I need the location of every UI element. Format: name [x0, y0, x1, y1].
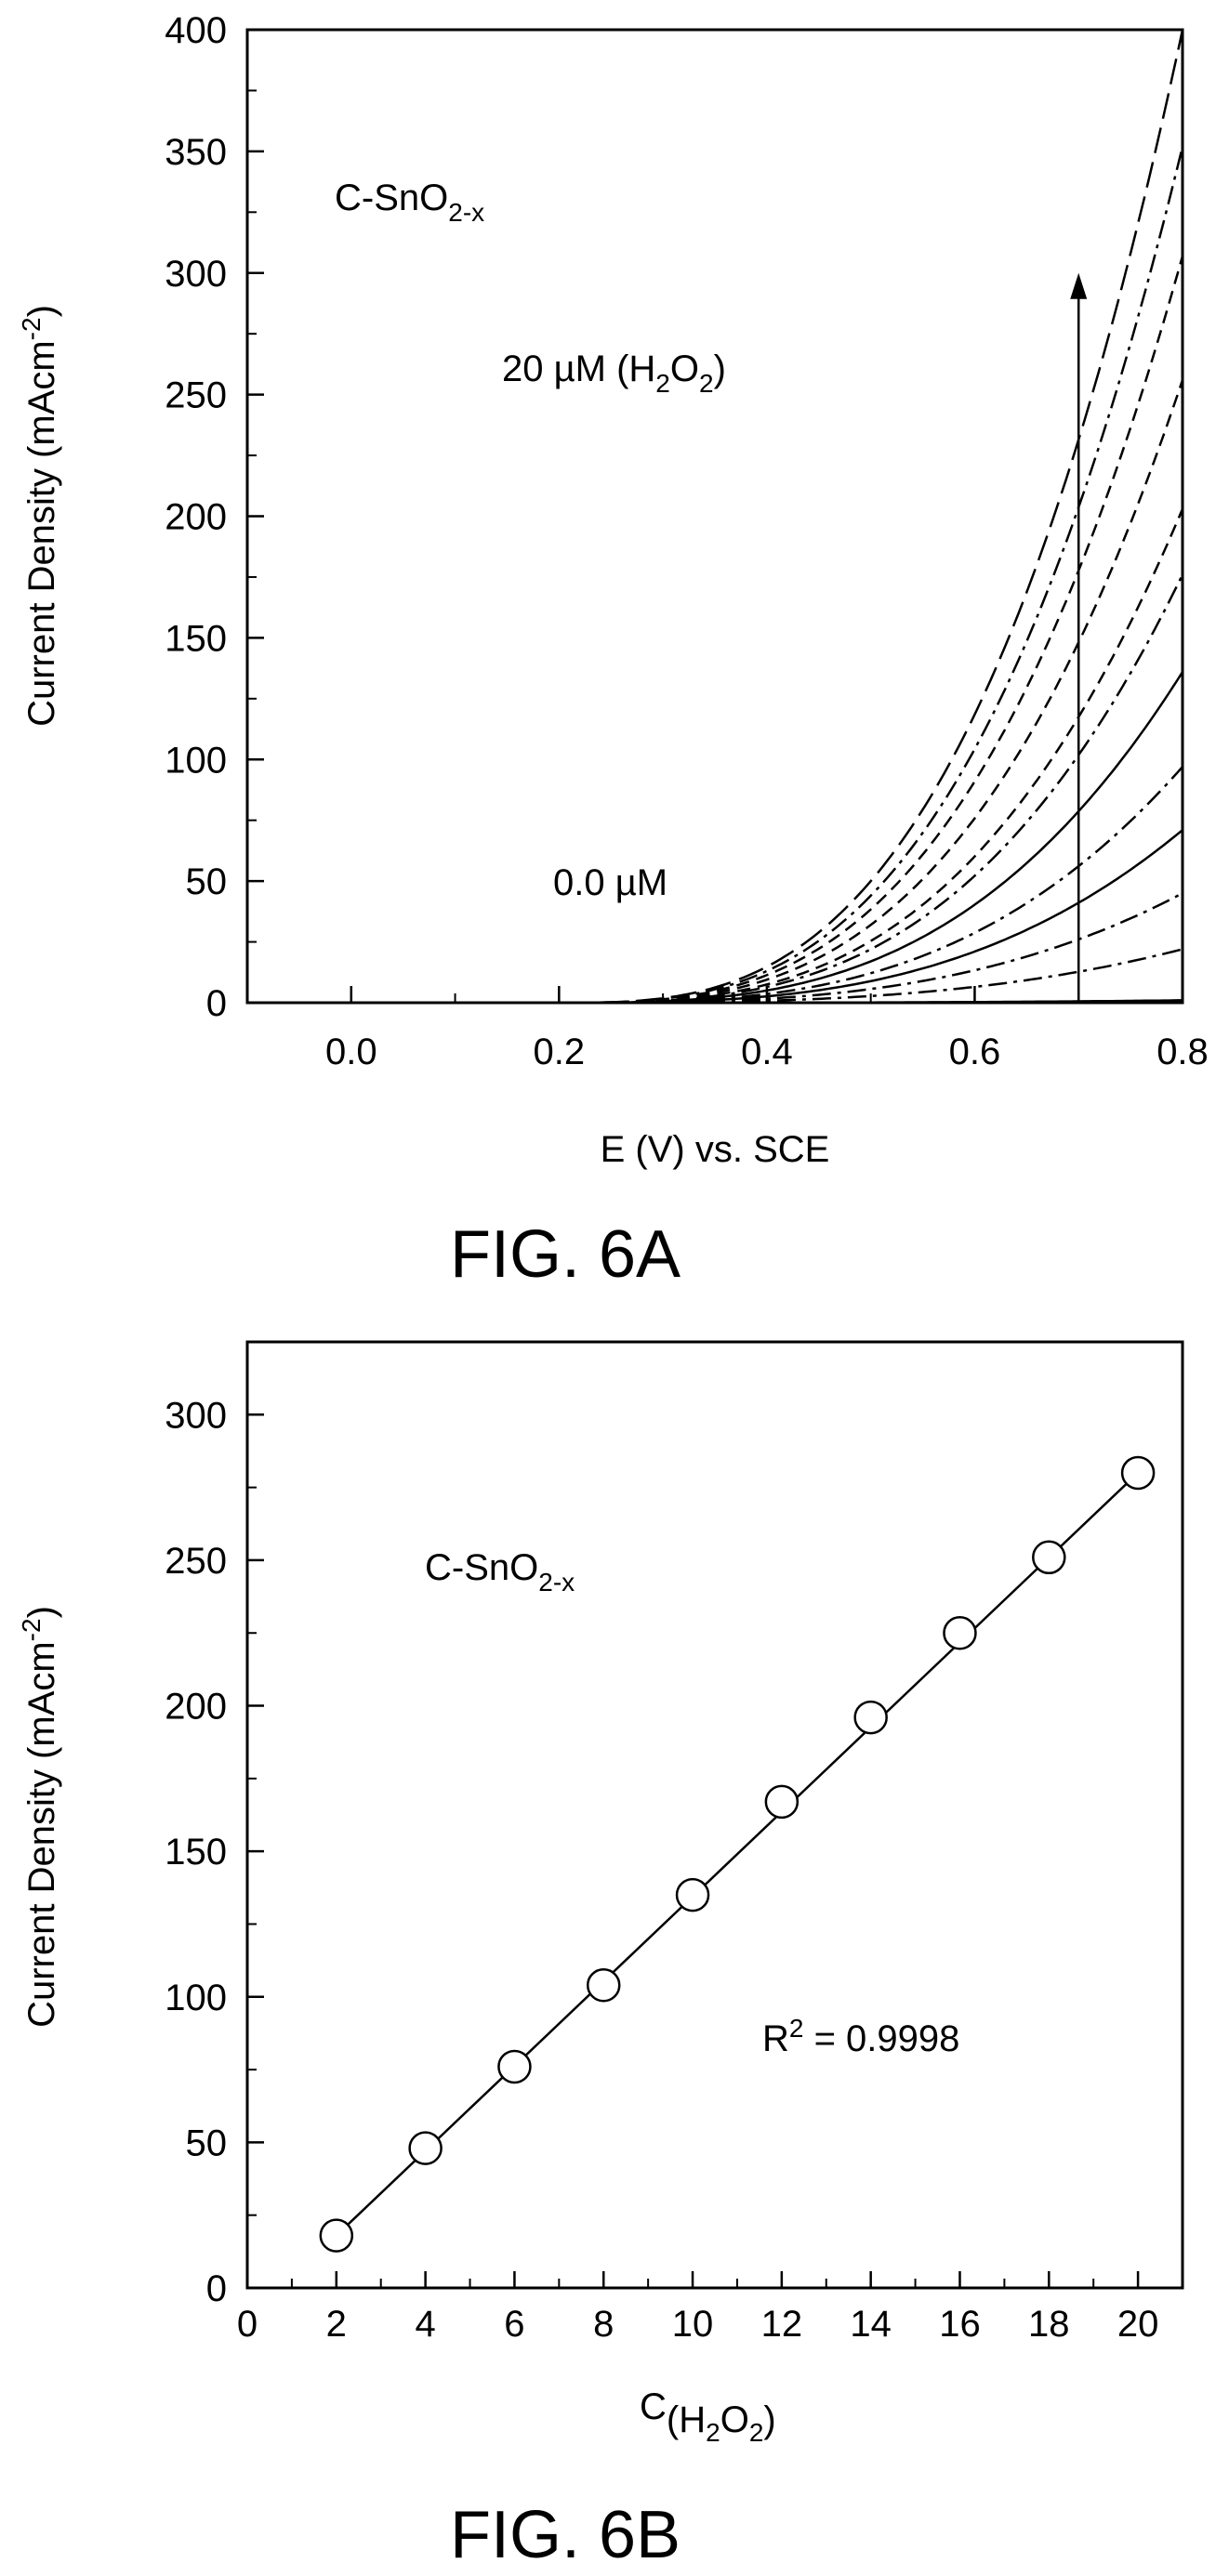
- y-tick-label-6a: 350: [165, 132, 227, 173]
- y-axis-label-6b: Current Density (mAcm-2): [17, 1606, 62, 2028]
- y-tick-label-6b: 100: [165, 1978, 227, 2018]
- y-tick-label-6a: 300: [165, 254, 227, 295]
- fit-line: [335, 1472, 1139, 2237]
- x-tick-label-6b: 16: [939, 2304, 981, 2345]
- r-squared-label: R2 = 0.9998: [762, 2014, 959, 2059]
- material-label-6b: C-SnO2-x: [425, 1547, 575, 1597]
- bottom-concentration-label: 0.0 µM: [553, 862, 667, 903]
- y-tick-label-6a: 200: [165, 497, 227, 538]
- x-tick-label-6b: 14: [850, 2304, 892, 2345]
- data-point-6b: [853, 1700, 888, 1735]
- plot-frame-6b: [245, 1340, 1184, 2290]
- data-point-6b: [1120, 1455, 1156, 1491]
- figure-label-6a: FIG. 6A: [450, 1217, 681, 1292]
- top-concentration-label: 20 µM (H2O2): [502, 348, 726, 398]
- y-axis-label-6a: Current Density (mAcm-2): [17, 305, 62, 727]
- y-tick-label-6b: 50: [186, 2123, 228, 2163]
- x-tick-label-6b: 20: [1117, 2304, 1159, 2345]
- arrow-head: [1070, 272, 1088, 299]
- x-tick-label-6b: 2: [326, 2304, 347, 2345]
- series-line-6a: [247, 766, 1183, 1003]
- series-line-6a: [247, 146, 1183, 1003]
- data-point-6b: [319, 2218, 354, 2253]
- x-tick-label-6b: 6: [504, 2304, 524, 2345]
- chart-6a: 0.0 0.2 0.4 0.6 0.8050100150200250300350400 …: [17, 10, 1209, 1292]
- x-tick-label-6b: 18: [1028, 2304, 1070, 2345]
- points-6b: [319, 1455, 1156, 2253]
- data-point-6b: [764, 1784, 800, 1820]
- series-line-6a: [247, 29, 1183, 1003]
- fit-line-6b: [335, 1472, 1139, 2237]
- x-tick-label-6b: 10: [672, 2304, 714, 2345]
- data-point-6b: [1032, 1540, 1066, 1575]
- data-point-6b: [675, 1877, 710, 1912]
- series-line-6a: [247, 999, 1183, 1003]
- y-tick-label-6a: 50: [186, 861, 228, 902]
- x-tick-label-6b: 4: [415, 2304, 435, 2345]
- x-tick-label-6a: 0.6: [949, 1032, 1001, 1072]
- figure-label-6b: FIG. 6B: [450, 2498, 681, 2572]
- data-point-6b: [497, 2049, 532, 2084]
- y-tick-label-6b: 300: [165, 1395, 227, 1436]
- y-tick-label-6b: 250: [165, 1541, 227, 1582]
- y-tick-label-6a: 400: [165, 10, 227, 51]
- y-tick-label-6a: 150: [165, 618, 227, 659]
- y-tick-label-6b: 150: [165, 1832, 227, 1873]
- x-tick-label-6b: 0: [237, 2304, 258, 2345]
- x-tick-label-6a: 0.8: [1156, 1032, 1209, 1072]
- y-tick-label-6b: 200: [165, 1687, 227, 1728]
- series-line-6a: [247, 948, 1183, 1003]
- x-tick-label-6b: 8: [593, 2304, 614, 2345]
- series-line-6a: [247, 829, 1183, 1003]
- material-label-6a: C-SnO2-x: [335, 177, 484, 227]
- x-tick-label-6a: 0.0: [325, 1032, 377, 1072]
- x-axis-label-6a: E (V) vs. SCE: [601, 1129, 830, 1170]
- plot-frame-6a: [245, 28, 1184, 1005]
- data-point-6b: [408, 2131, 443, 2165]
- series-line-6a: [247, 508, 1183, 1003]
- x-tick-label-6a: 0.2: [534, 1032, 586, 1072]
- series-line-6a: [247, 573, 1183, 1003]
- y-tick-label-6a: 0: [206, 983, 227, 1024]
- data-point-6b: [943, 1615, 977, 1650]
- y-tick-label-6a: 250: [165, 375, 227, 416]
- series-line-6a: [247, 671, 1183, 1003]
- series-line-6a: [247, 379, 1183, 1003]
- y-tick-label-6a: 100: [165, 740, 227, 781]
- arrow-6a: [1070, 272, 1088, 1003]
- ticks-6a: 0.0 0.2 0.4 0.6 0.8 0 50 100 150 200 250 300 350 400: [165, 10, 1209, 1072]
- curves-6a: [247, 29, 1183, 1003]
- x-tick-label-6a: 0.4: [741, 1032, 793, 1072]
- x-tick-label-6b: 12: [761, 2304, 803, 2345]
- data-point-6b: [586, 1967, 621, 2003]
- y-tick-label-6b: 0: [206, 2268, 227, 2309]
- x-axis-label-6b: C(H2O2): [640, 2386, 776, 2447]
